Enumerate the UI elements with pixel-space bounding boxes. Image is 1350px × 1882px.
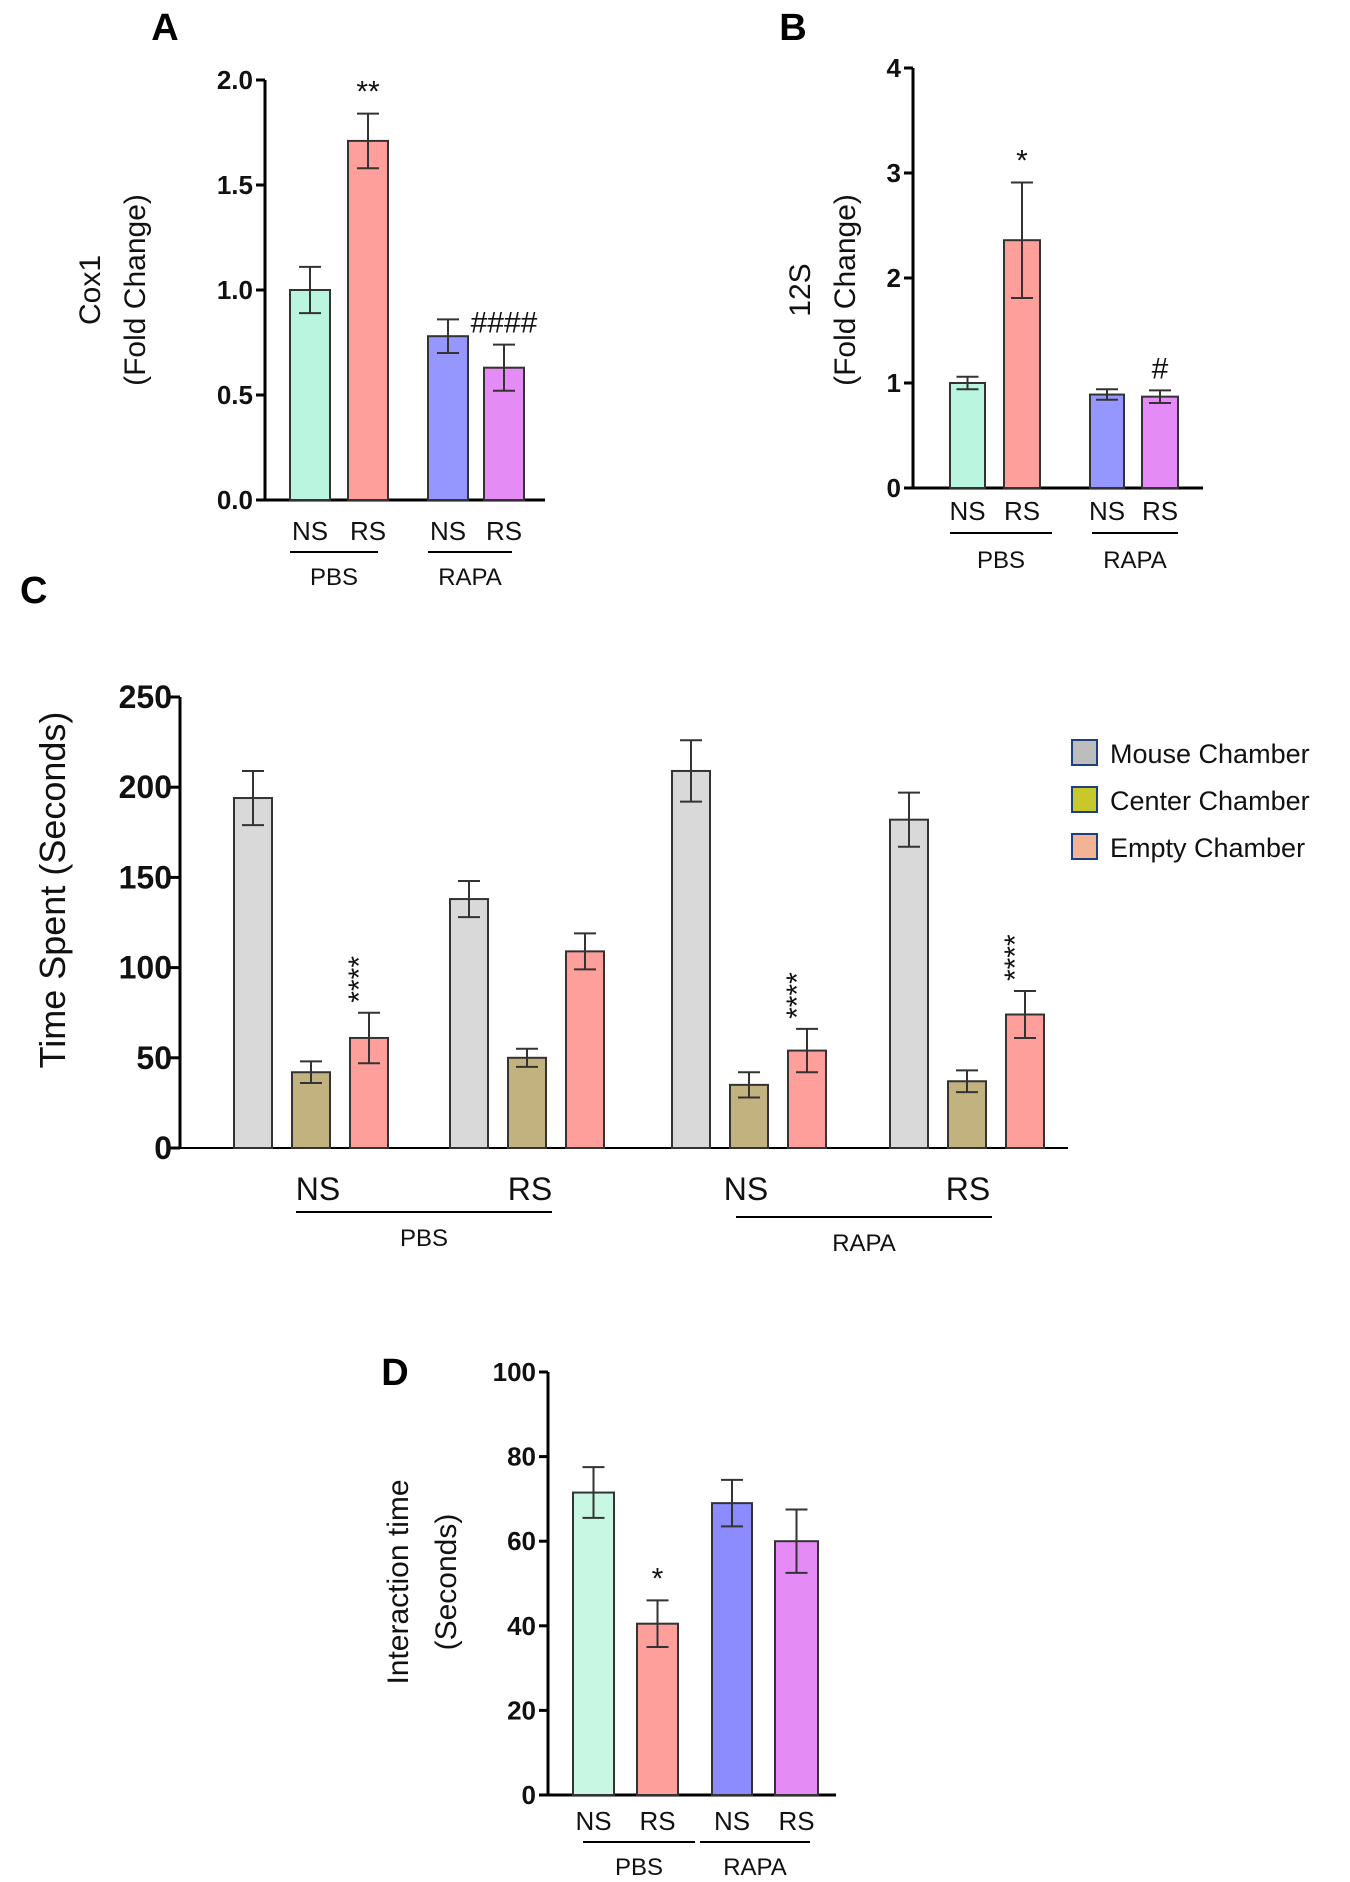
bar (774, 1540, 819, 1796)
bar (1141, 395, 1179, 489)
y-tick-label: 0 (154, 1130, 172, 1166)
panel-letter: C (20, 570, 47, 612)
x-category-label: NS (296, 1171, 340, 1207)
significance-marker: #### (471, 307, 538, 340)
y-axis-label-line2: (Fold Change) (829, 194, 862, 386)
panel-letter: D (381, 1352, 408, 1394)
y-tick-label: 80 (507, 1442, 536, 1472)
bar (289, 289, 331, 501)
panel-letter: A (151, 7, 178, 49)
x-category-label: NS (714, 1806, 750, 1836)
panel-a: A Cox1 (Fold Change) 0.0 0.5 1.0 1.5 2.0 NS ** RS N… (74, 7, 545, 591)
bar (449, 898, 489, 1149)
y-tick-label: 100 (493, 1357, 536, 1387)
panel-d: D Interaction time (Seconds) 0 20 40 60 80 100 NS… (381, 1352, 836, 1881)
y-tick-label: 1.5 (217, 170, 253, 200)
significance-marker: **** (343, 956, 376, 1003)
y-tick-label: 2.0 (217, 65, 253, 95)
y-tick-label: 100 (119, 950, 172, 986)
bar (949, 382, 986, 489)
significance-marker: **** (999, 934, 1032, 981)
y-tick-label: 200 (119, 769, 172, 805)
x-category-label: NS (292, 516, 328, 546)
y-axis-label: 12S (Fold Change) (784, 194, 862, 386)
y-tick-label: 2 (887, 263, 901, 293)
significance-marker: # (1152, 352, 1169, 385)
panel-c: C Time Spent (Seconds) 0 50 100 150 200 250 ****… (20, 570, 1310, 1257)
y-tick-label: 3 (887, 158, 901, 188)
y-tick-label: 60 (507, 1526, 536, 1556)
group-label: PBS (400, 1225, 448, 1252)
group-label: RAPA (1103, 547, 1167, 574)
y-tick-label: 1.0 (217, 275, 253, 305)
y-tick-label: 0.5 (217, 380, 253, 410)
y-axis-label: Time Spent (Seconds) (32, 712, 73, 1069)
y-tick-label: 4 (887, 53, 902, 83)
x-category-label: NS (575, 1806, 611, 1836)
significance-marker: **** (781, 972, 814, 1019)
x-category-label: RS (508, 1171, 552, 1207)
y-tick-label: 0 (887, 473, 901, 503)
y-axis-label-line1: 12S (784, 263, 817, 316)
x-category-label: NS (430, 516, 466, 546)
group-label: RAPA (832, 1230, 896, 1257)
group-label: PBS (310, 564, 358, 591)
bar (347, 139, 389, 501)
group-label: PBS (615, 1854, 663, 1881)
x-category-label: RS (946, 1171, 990, 1207)
x-category-label: RS (1142, 496, 1178, 526)
legend-label: Empty Chamber (1110, 833, 1305, 863)
bar (233, 797, 273, 1149)
x-category-label: RS (1004, 496, 1040, 526)
group-label: PBS (977, 547, 1025, 574)
y-tick-label: 40 (507, 1611, 536, 1641)
bar (889, 818, 929, 1149)
group-label: RAPA (438, 564, 502, 591)
x-category-label: RS (639, 1806, 675, 1836)
legend-swatch (1071, 786, 1098, 813)
y-tick-label: 150 (119, 859, 172, 895)
bar (711, 1502, 753, 1796)
x-category-label: NS (1089, 496, 1125, 526)
bar (507, 1056, 547, 1150)
y-axis-label-line2: (Seconds) (430, 1514, 463, 1651)
legend-label: Center Chamber (1110, 786, 1310, 816)
y-tick-label: 0.0 (217, 485, 253, 515)
bar (565, 950, 605, 1150)
y-tick-label: 1 (887, 368, 901, 398)
significance-marker: ** (356, 76, 380, 109)
bar (572, 1491, 615, 1797)
x-category-label: RS (486, 516, 522, 546)
y-axis-label: Interaction time (Seconds) (382, 1479, 463, 1684)
legend-swatch (1071, 739, 1098, 766)
significance-marker: * (652, 1562, 664, 1595)
y-axis-label: Cox1 (Fold Change) (74, 194, 152, 386)
panel-b: B 12S (Fold Change) 0 1 2 3 4 NS * RS NS # RS PBS RAPA (779, 7, 1203, 574)
y-tick-label: 0 (522, 1780, 536, 1810)
bar (636, 1622, 679, 1797)
x-category-label: RS (778, 1806, 814, 1836)
bar (671, 769, 711, 1149)
y-tick-label: 20 (507, 1695, 536, 1725)
panel-letter: B (779, 7, 806, 49)
x-category-label: NS (724, 1171, 768, 1207)
bar (427, 335, 469, 502)
legend-swatch (1071, 833, 1098, 860)
legend: Mouse Chamber Center Chamber Empty Chamber (1071, 739, 1310, 863)
y-tick-label: 50 (136, 1040, 172, 1076)
legend-label: Mouse Chamber (1110, 739, 1310, 769)
significance-marker: * (1016, 144, 1028, 177)
y-tick-label: 250 (119, 679, 172, 715)
bar (483, 366, 525, 502)
y-axis-label-line1: Interaction time (382, 1479, 415, 1684)
x-category-label: RS (350, 516, 386, 546)
y-axis-label-line2: (Fold Change) (119, 194, 152, 386)
x-category-label: NS (949, 496, 985, 526)
y-axis-label-line1: Cox1 (74, 255, 107, 325)
group-label: RAPA (723, 1854, 787, 1881)
bar (1089, 393, 1125, 489)
